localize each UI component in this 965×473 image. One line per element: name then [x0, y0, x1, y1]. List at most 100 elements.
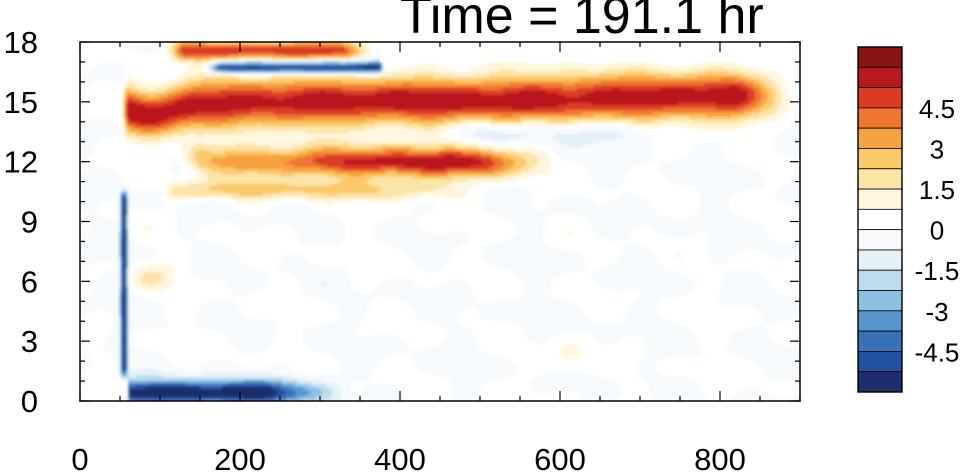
heatmap-cell — [406, 111, 448, 115]
heatmap-cell — [128, 302, 131, 306]
heatmap-cell — [483, 161, 496, 165]
heatmap-cell — [125, 374, 131, 378]
heatmap-cell — [778, 187, 800, 191]
heatmap-cell — [120, 324, 124, 328]
heatmap-cell — [327, 164, 405, 168]
heatmap-cell — [123, 207, 127, 211]
heatmap-cell — [118, 322, 122, 326]
heatmap-cell — [360, 53, 369, 57]
heatmap-cell — [749, 386, 758, 390]
heatmap-cell — [92, 290, 119, 294]
heatmap-cell — [636, 369, 657, 373]
heatmap-cell — [120, 255, 124, 258]
heatmap-cell — [128, 336, 131, 340]
heatmap-cell — [363, 386, 395, 390]
colorbar-frame — [857, 46, 903, 393]
heatmap-cell — [238, 120, 376, 124]
heatmap-cell — [221, 123, 259, 127]
heatmap-cell — [212, 156, 297, 160]
heatmap-cell — [80, 75, 124, 79]
heatmap-cell — [780, 130, 800, 134]
heatmap-cell — [123, 199, 127, 203]
heatmap-cell — [118, 283, 122, 287]
heatmap-cell — [552, 147, 652, 151]
heatmap-cell — [696, 75, 741, 79]
heatmap-cell — [101, 274, 119, 278]
heatmap-cell — [125, 238, 129, 242]
heatmap-cell — [418, 173, 448, 177]
heatmap-cell — [562, 87, 578, 91]
heatmap-cell — [490, 211, 657, 215]
heatmap-cell — [723, 65, 753, 69]
heatmap-cell — [312, 152, 393, 156]
heatmap-cell — [670, 180, 765, 184]
heatmap-cell — [692, 68, 741, 72]
heatmap-cell — [192, 87, 304, 91]
heatmap-cell — [480, 252, 580, 256]
heatmap-cell — [226, 283, 266, 287]
heatmap-cell — [262, 365, 290, 369]
axis-ticks — [79, 41, 801, 402]
heatmap-cell — [274, 51, 333, 55]
heatmap-cell — [200, 82, 403, 86]
heatmap-cell — [284, 377, 307, 381]
heatmap-cell — [560, 348, 580, 352]
heatmap-cell — [308, 195, 393, 199]
heatmap-cell — [449, 379, 491, 383]
heatmap-cell — [123, 307, 127, 311]
heatmap-cell — [168, 166, 179, 170]
heatmap-cell — [708, 257, 729, 261]
heatmap-cell — [94, 65, 124, 69]
heatmap-cell — [195, 152, 299, 156]
heatmap-cell — [545, 207, 655, 211]
heatmap-cell — [300, 288, 357, 292]
heatmap-cell — [123, 355, 127, 359]
heatmap-cell — [128, 389, 131, 393]
heatmap-cell — [212, 168, 283, 172]
heatmap-cell — [123, 302, 127, 306]
heatmap-cell — [742, 109, 753, 112]
heatmap-cell — [320, 393, 333, 397]
heatmap-cell — [562, 345, 580, 349]
heatmap-cell — [723, 274, 763, 278]
heatmap-cell — [785, 183, 800, 187]
heatmap-cell — [159, 130, 175, 134]
heatmap-cell — [752, 75, 767, 79]
heatmap-cell — [190, 255, 237, 258]
heatmap-cell — [209, 63, 213, 67]
heatmap-cell — [548, 202, 597, 206]
heatmap-cell — [341, 367, 374, 371]
heatmap-cell — [296, 391, 311, 395]
heatmap-cell — [209, 56, 239, 60]
heatmap-cell — [128, 283, 131, 287]
heatmap-cell — [118, 223, 122, 227]
heatmap-cell — [728, 338, 775, 342]
heatmap-cell — [569, 144, 583, 148]
heatmap-cell — [454, 154, 482, 158]
heatmap-cell — [646, 348, 700, 352]
heatmap-cell — [125, 77, 136, 81]
heatmap-cell — [80, 180, 124, 184]
heatmap-cell — [351, 42, 359, 45]
heatmap-cell — [375, 235, 470, 239]
heatmap-cell — [790, 178, 800, 182]
heatmap-cell — [125, 369, 129, 373]
heatmap-cell — [188, 116, 244, 120]
heatmap-cell — [720, 288, 775, 292]
heatmap-cell — [204, 63, 211, 67]
heatmap-cell — [132, 87, 148, 91]
heatmap-cell — [130, 202, 165, 206]
heatmap-cell — [166, 187, 172, 191]
heatmap-cell — [116, 372, 119, 376]
heatmap-cell — [135, 283, 151, 287]
heatmap-cell — [380, 61, 383, 65]
heatmap-cell — [80, 94, 86, 98]
heatmap-cell — [118, 336, 122, 340]
heatmap-cell — [298, 396, 316, 400]
heatmap-cell — [776, 82, 787, 86]
heatmap-cell — [797, 238, 800, 242]
heatmap-cell — [202, 302, 237, 306]
heatmap-cell — [764, 101, 775, 105]
heatmap-cell — [125, 135, 129, 139]
